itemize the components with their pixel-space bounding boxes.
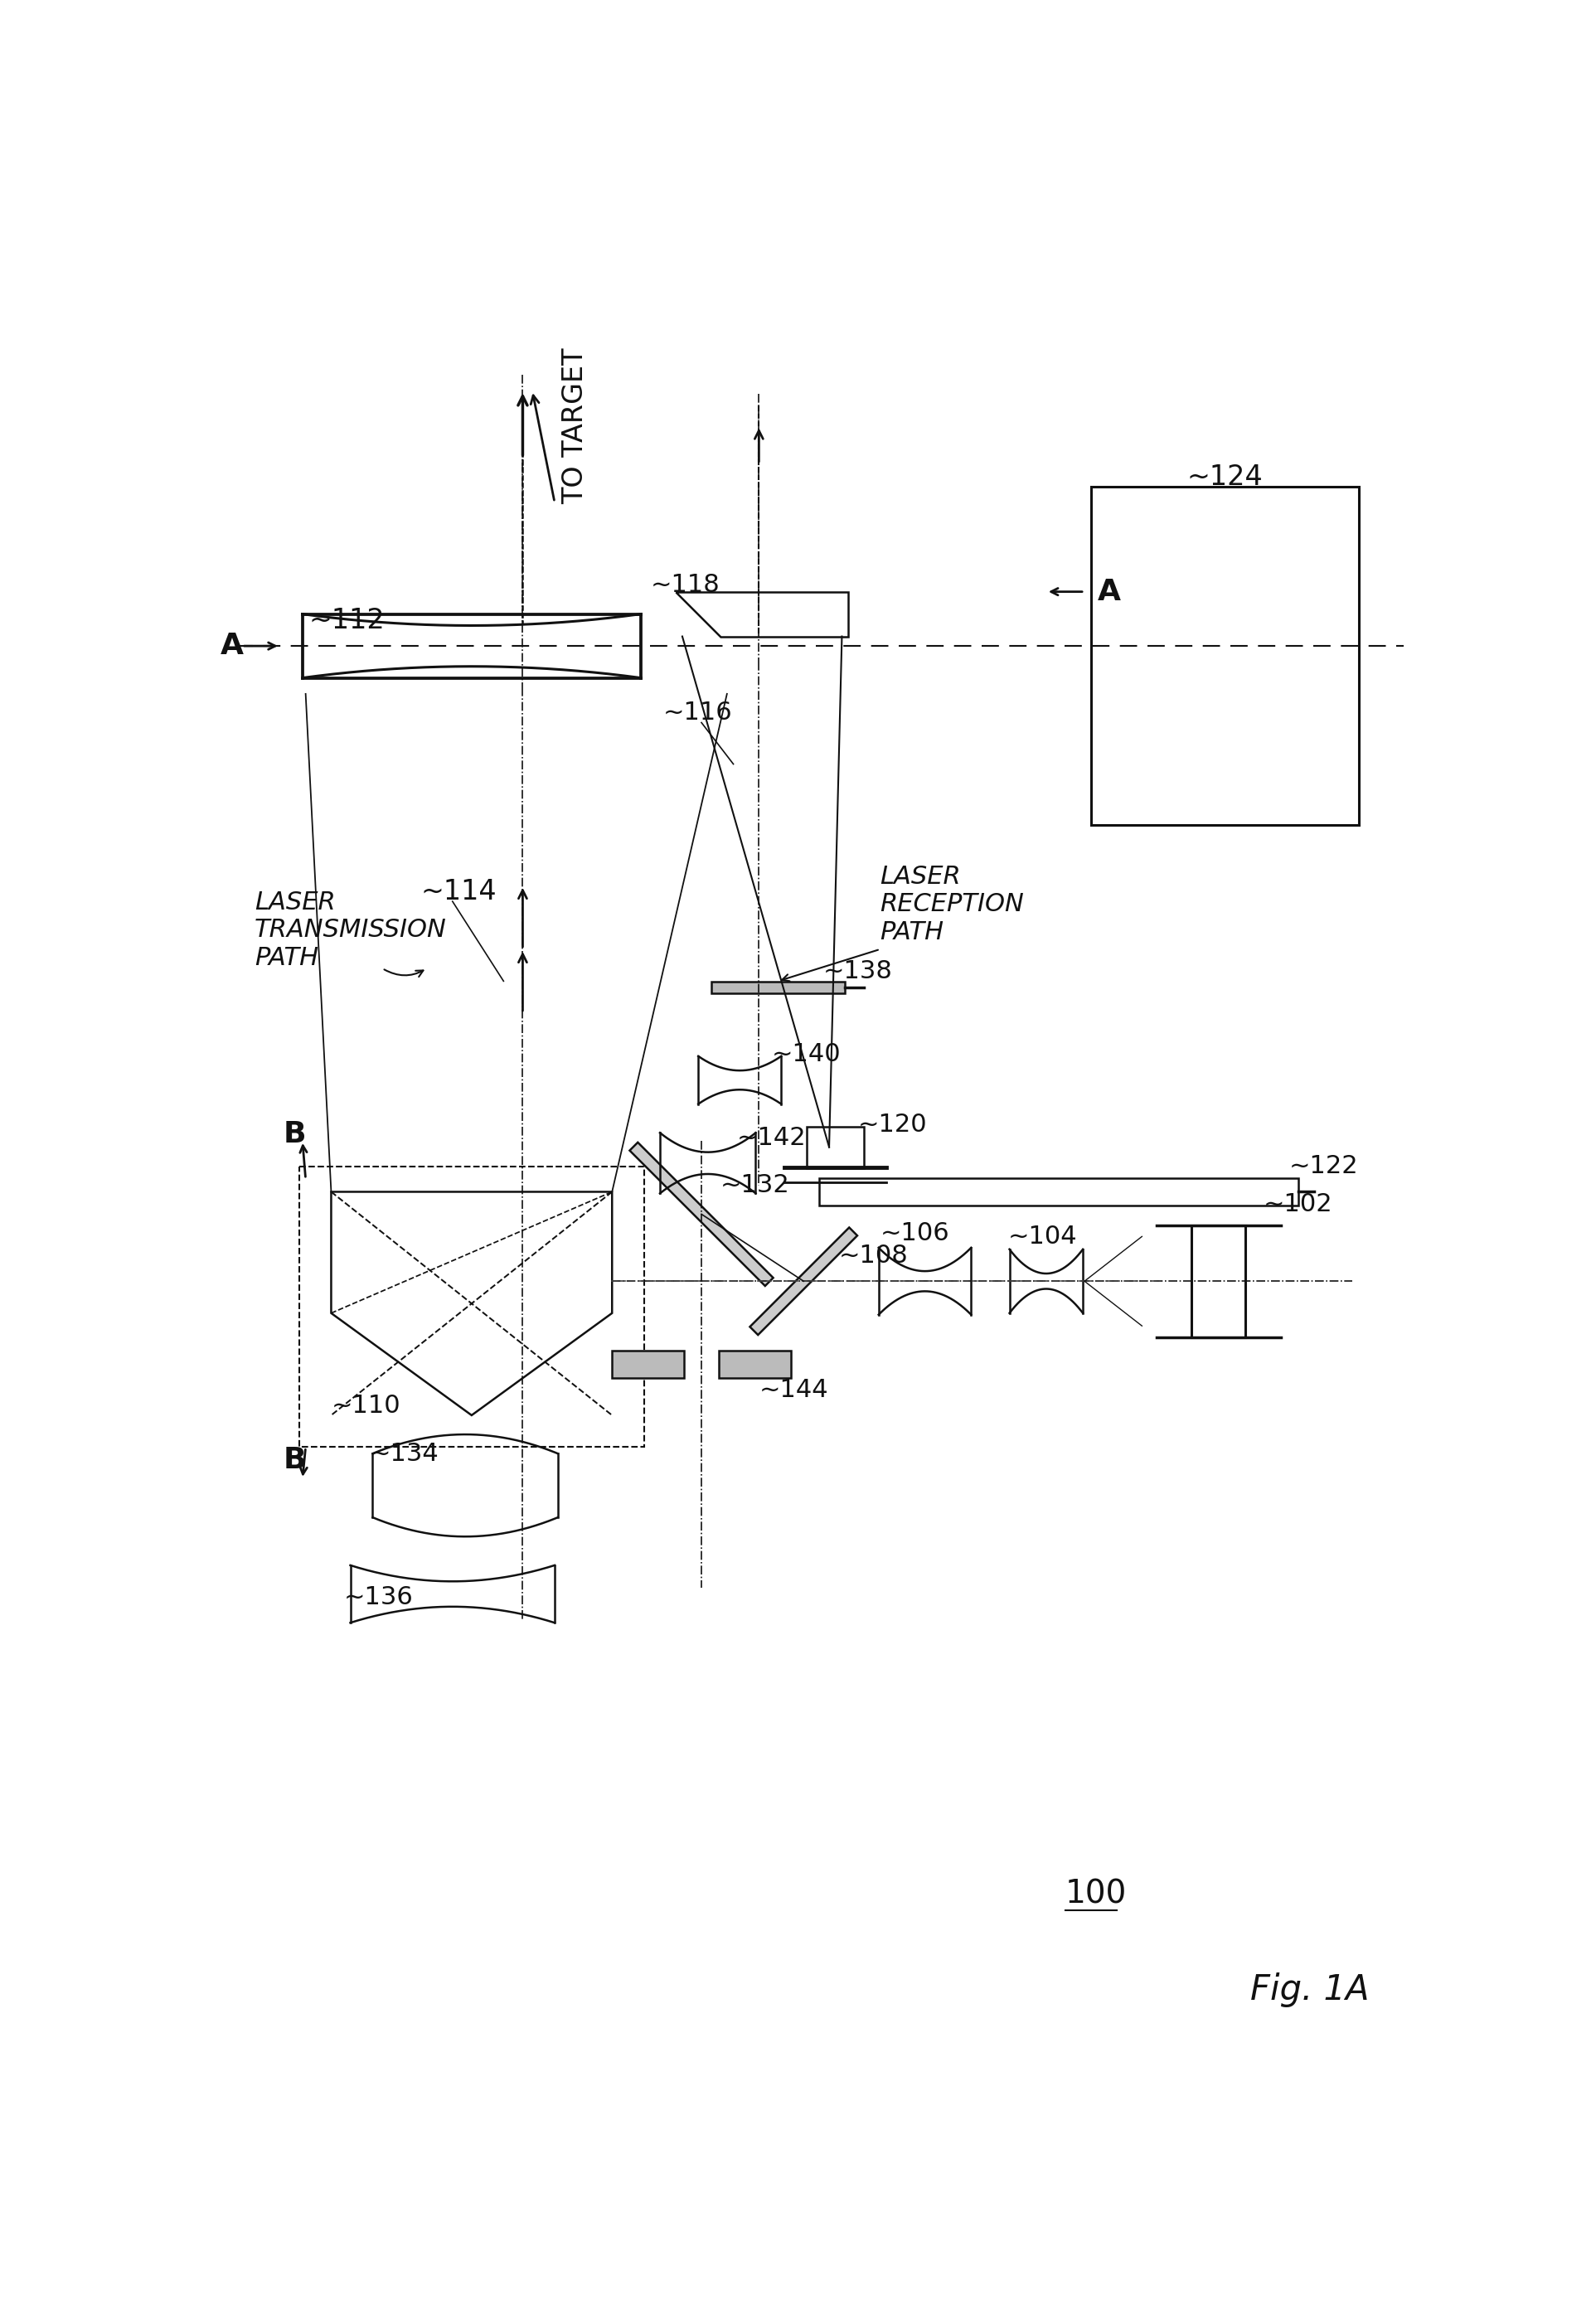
Text: ~132: ~132 <box>721 1174 790 1197</box>
Text: ~106: ~106 <box>881 1222 950 1246</box>
Text: ~108: ~108 <box>839 1243 908 1267</box>
Text: ~114: ~114 <box>421 878 496 906</box>
Text: A: A <box>1098 579 1120 607</box>
Text: ~144: ~144 <box>760 1378 828 1401</box>
Text: ~102: ~102 <box>1264 1192 1333 1215</box>
Text: 100: 100 <box>1066 1878 1127 1910</box>
Bar <box>611 1350 683 1378</box>
Text: ~112: ~112 <box>310 607 385 634</box>
Text: Fig. 1A: Fig. 1A <box>1251 1973 1369 2008</box>
Bar <box>806 1127 865 1169</box>
Text: ~116: ~116 <box>664 702 733 725</box>
Polygon shape <box>332 1192 611 1415</box>
Text: LASER
TRANSMISSION
PATH: LASER TRANSMISSION PATH <box>255 890 447 969</box>
Text: ~140: ~140 <box>772 1043 841 1067</box>
Text: ~124: ~124 <box>1186 462 1262 490</box>
Text: ~120: ~120 <box>859 1113 927 1136</box>
Bar <box>718 1350 792 1378</box>
Text: B: B <box>284 1446 306 1473</box>
Text: ~110: ~110 <box>332 1394 401 1418</box>
Bar <box>300 1167 643 1448</box>
Text: ~104: ~104 <box>1009 1225 1077 1248</box>
Text: ~136: ~136 <box>345 1585 413 1608</box>
Text: ~122: ~122 <box>1290 1155 1358 1178</box>
Text: B: B <box>284 1120 306 1148</box>
Bar <box>712 981 846 992</box>
Polygon shape <box>677 593 849 637</box>
Bar <box>820 1178 1299 1206</box>
Text: ~134: ~134 <box>370 1441 439 1466</box>
Polygon shape <box>750 1227 857 1334</box>
Text: LASER
RECEPTION
PATH: LASER RECEPTION PATH <box>881 865 1025 944</box>
Text: A: A <box>220 632 244 660</box>
Text: ~142: ~142 <box>737 1125 806 1150</box>
Polygon shape <box>630 1143 772 1285</box>
Bar <box>1191 1225 1246 1336</box>
Text: ~118: ~118 <box>651 574 720 597</box>
Text: TO TARGET: TO TARGET <box>562 349 589 504</box>
Text: ~138: ~138 <box>824 960 892 983</box>
Bar <box>1092 486 1360 825</box>
